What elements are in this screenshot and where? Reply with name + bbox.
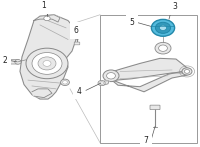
Circle shape	[155, 22, 171, 33]
Circle shape	[15, 60, 21, 64]
Circle shape	[159, 25, 167, 30]
FancyBboxPatch shape	[150, 105, 160, 110]
Circle shape	[63, 81, 67, 84]
Circle shape	[155, 42, 171, 54]
Circle shape	[151, 19, 175, 36]
Polygon shape	[20, 15, 76, 99]
Polygon shape	[34, 15, 60, 22]
FancyBboxPatch shape	[74, 42, 80, 45]
FancyBboxPatch shape	[6, 60, 19, 64]
Text: 4: 4	[77, 87, 81, 96]
Polygon shape	[32, 89, 52, 98]
Circle shape	[61, 79, 69, 86]
Circle shape	[38, 57, 56, 70]
Text: 6: 6	[74, 26, 78, 35]
Circle shape	[107, 73, 115, 79]
Circle shape	[32, 52, 62, 74]
Bar	[100, 15, 197, 143]
Circle shape	[103, 70, 119, 82]
Text: 7: 7	[144, 136, 148, 145]
Circle shape	[75, 35, 79, 38]
Circle shape	[100, 82, 103, 84]
Polygon shape	[111, 71, 187, 92]
Text: 3: 3	[173, 2, 177, 11]
Polygon shape	[111, 58, 187, 80]
Circle shape	[43, 61, 51, 66]
Circle shape	[159, 45, 167, 51]
Text: 2: 2	[3, 56, 7, 65]
Text: 5: 5	[130, 18, 134, 27]
Circle shape	[44, 16, 50, 21]
Circle shape	[73, 34, 81, 39]
Circle shape	[184, 70, 190, 73]
Polygon shape	[100, 81, 109, 85]
Circle shape	[98, 80, 105, 86]
Circle shape	[182, 68, 192, 75]
Text: 1: 1	[42, 1, 46, 10]
Circle shape	[26, 48, 68, 79]
